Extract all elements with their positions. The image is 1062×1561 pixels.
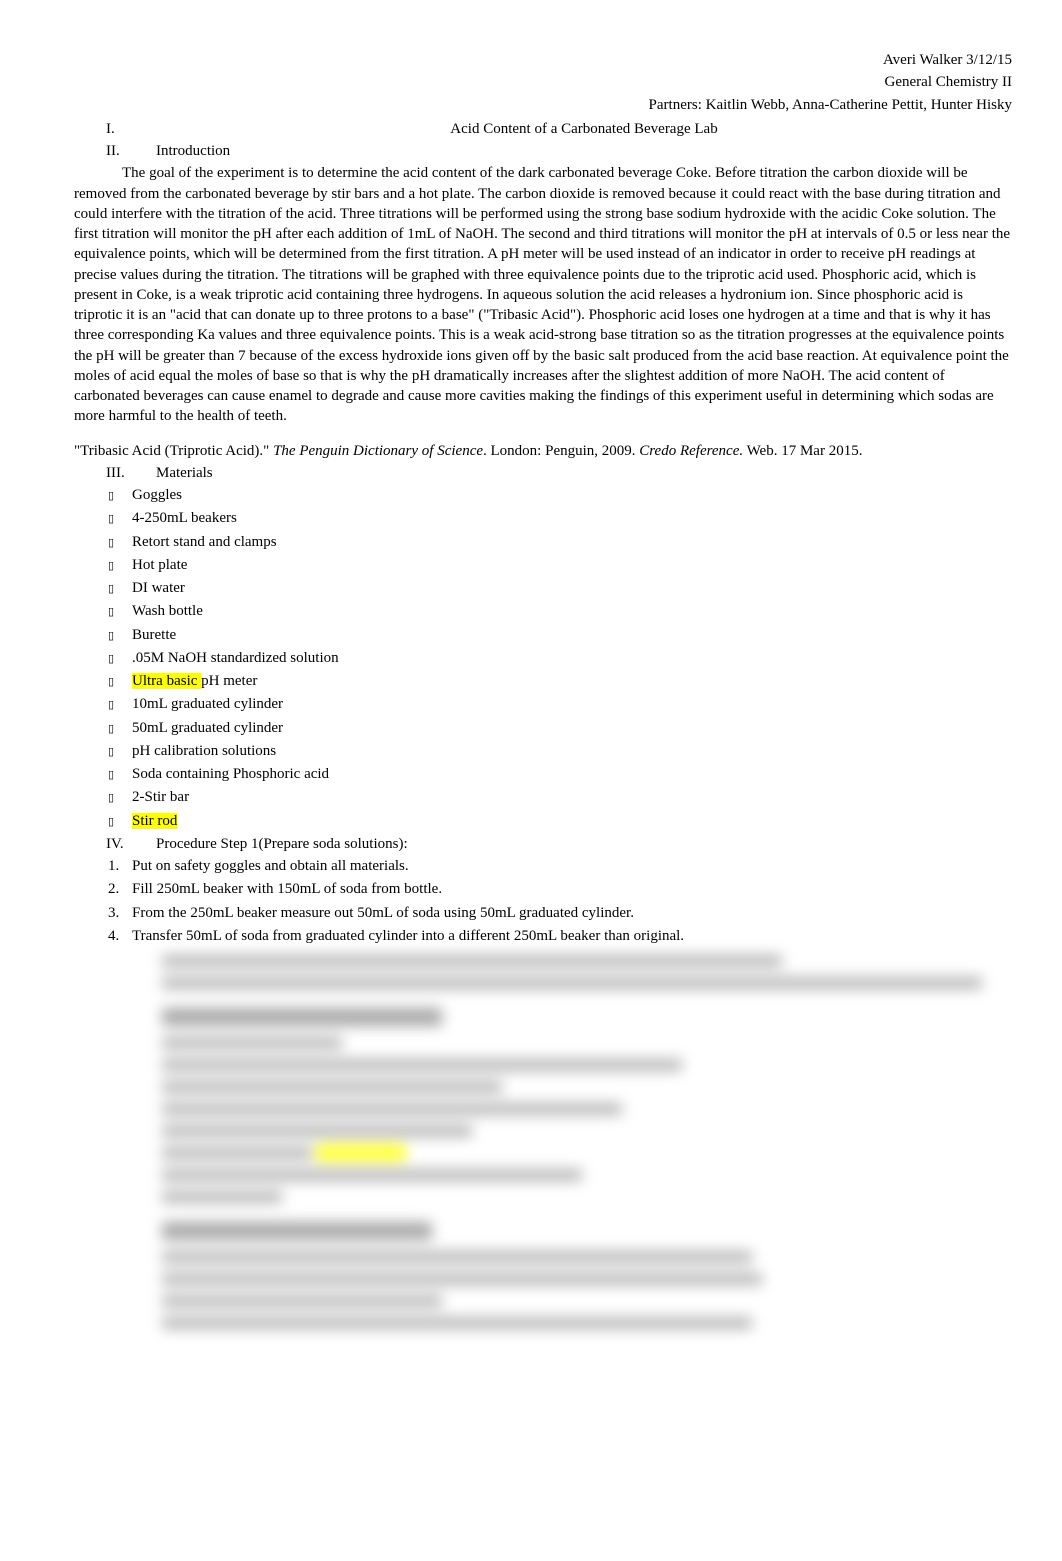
step-number: 1. (108, 856, 132, 876)
bullet-icon: ▯ (108, 512, 132, 527)
step-number: 2. (108, 879, 132, 899)
roman-numeral: III. (106, 463, 156, 483)
bullet-icon: ▯ (108, 675, 132, 690)
citation-line: "Tribasic Acid (Triprotic Acid)." The Pe… (74, 441, 1012, 461)
materials-item: ▯Burette (108, 625, 1012, 645)
course-name: General Chemistry II (50, 72, 1012, 92)
materials-item-text: DI water (132, 578, 185, 598)
roman-numeral: I. (106, 119, 156, 139)
materials-item-text: 2-Stir bar (132, 787, 189, 807)
materials-item: ▯Wash bottle (108, 601, 1012, 621)
bullet-icon: ▯ (108, 559, 132, 574)
procedure-list: 1.Put on safety goggles and obtain all m… (108, 856, 1012, 946)
materials-item: ▯Ultra basic pH meter (108, 671, 1012, 691)
materials-item-text: Soda containing Phosphoric acid (132, 764, 329, 784)
author-date: Averi Walker 3/12/15 (50, 50, 1012, 70)
section-i: I. Acid Content of a Carbonated Beverage… (106, 119, 1012, 139)
materials-item-text: 50mL graduated cylinder (132, 718, 283, 738)
citation-reference: Credo Reference. (639, 443, 743, 459)
materials-item-text: .05M NaOH standardized solution (132, 648, 339, 668)
materials-item: ▯10mL graduated cylinder (108, 694, 1012, 714)
procedure-step: 2.Fill 250mL beaker with 150mL of soda f… (108, 879, 1012, 899)
document-header: Averi Walker 3/12/15 General Chemistry I… (50, 50, 1012, 115)
procedure-step: 4.Transfer 50mL of soda from graduated c… (108, 926, 1012, 946)
citation-prefix: "Tribasic Acid (Triprotic Acid)." (74, 443, 273, 459)
section-iii: III. Materials (106, 463, 1012, 483)
procedure-step: 1.Put on safety goggles and obtain all m… (108, 856, 1012, 876)
step-text: Transfer 50mL of soda from graduated cyl… (132, 926, 684, 946)
bullet-icon: ▯ (108, 745, 132, 760)
materials-list: ▯Goggles▯4-250mL beakers▯Retort stand an… (108, 485, 1012, 831)
materials-item: ▯Retort stand and clamps (108, 532, 1012, 552)
section-title: Procedure Step 1(Prepare soda solutions)… (156, 834, 1012, 854)
section-title: Introduction (156, 141, 1012, 161)
materials-item: ▯DI water (108, 578, 1012, 598)
materials-item: ▯4-250mL beakers (108, 508, 1012, 528)
roman-numeral: II. (106, 141, 156, 161)
introduction-paragraph: The goal of the experiment is to determi… (74, 163, 1012, 426)
partners-line: Partners: Kaitlin Webb, Anna-Catherine P… (50, 95, 1012, 115)
citation-source-title: The Penguin Dictionary of Science (273, 443, 483, 459)
materials-item-text: Burette (132, 625, 176, 645)
materials-item-text: Stir rod (132, 811, 177, 831)
materials-item: ▯Soda containing Phosphoric acid (108, 764, 1012, 784)
materials-item: ▯pH calibration solutions (108, 741, 1012, 761)
bullet-icon: ▯ (108, 722, 132, 737)
step-number: 4. (108, 926, 132, 946)
materials-item-text: pH calibration solutions (132, 741, 276, 761)
materials-item: ▯Goggles (108, 485, 1012, 505)
materials-item-text: Retort stand and clamps (132, 532, 277, 552)
materials-item-text: Goggles (132, 485, 182, 505)
bullet-icon: ▯ (108, 652, 132, 667)
bullet-icon: ▯ (108, 536, 132, 551)
roman-numeral: IV. (106, 834, 156, 854)
blurred-highlight (316, 1145, 406, 1161)
materials-item-text: 10mL graduated cylinder (132, 694, 283, 714)
bullet-icon: ▯ (108, 698, 132, 713)
section-iv: IV. Procedure Step 1(Prepare soda soluti… (106, 834, 1012, 854)
section-ii: II. Introduction (106, 141, 1012, 161)
step-text: Put on safety goggles and obtain all mat… (132, 856, 409, 876)
bullet-icon: ▯ (108, 629, 132, 644)
outline-list: IV. Procedure Step 1(Prepare soda soluti… (50, 834, 1012, 854)
materials-item: ▯50mL graduated cylinder (108, 718, 1012, 738)
materials-item: ▯2-Stir bar (108, 787, 1012, 807)
materials-item: ▯Hot plate (108, 555, 1012, 575)
bullet-icon: ▯ (108, 768, 132, 783)
bullet-icon: ▯ (108, 815, 132, 830)
bullet-icon: ▯ (108, 489, 132, 504)
materials-item-text: Wash bottle (132, 601, 203, 621)
step-text: Fill 250mL beaker with 150mL of soda fro… (132, 879, 442, 899)
bullet-icon: ▯ (108, 791, 132, 806)
section-title: Acid Content of a Carbonated Beverage La… (156, 119, 1012, 139)
bullet-icon: ▯ (108, 605, 132, 620)
materials-item-text: Ultra basic pH meter (132, 671, 257, 691)
materials-item-text: 4-250mL beakers (132, 508, 237, 528)
step-number: 3. (108, 903, 132, 923)
bullet-icon: ▯ (108, 582, 132, 597)
outline-list: III. Materials (50, 463, 1012, 483)
materials-item: ▯.05M NaOH standardized solution (108, 648, 1012, 668)
materials-item: ▯Stir rod (108, 811, 1012, 831)
citation-suffix: Web. 17 Mar 2015. (743, 443, 862, 459)
procedure-step: 3.From the 250mL beaker measure out 50mL… (108, 903, 1012, 923)
outline-list: I. Acid Content of a Carbonated Beverage… (50, 119, 1012, 162)
section-title: Materials (156, 463, 1012, 483)
step-text: From the 250mL beaker measure out 50mL o… (132, 903, 634, 923)
materials-item-text: Hot plate (132, 555, 187, 575)
citation-mid: . London: Penguin, 2009. (483, 443, 639, 459)
blurred-content (162, 952, 1012, 1332)
